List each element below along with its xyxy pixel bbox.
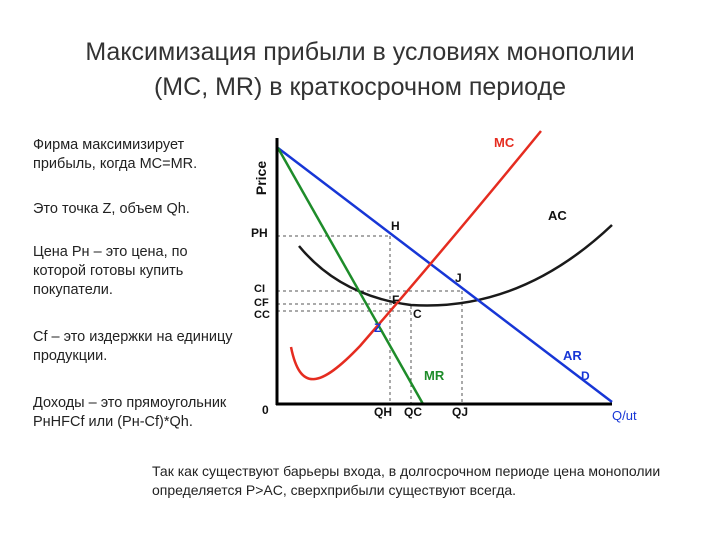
mr-line (276, 147, 425, 405)
qty-label-qj: QJ (452, 405, 468, 419)
point-label-c: C (413, 307, 422, 321)
curve-label-ac: AC (548, 208, 567, 223)
point-label-j: J (455, 271, 462, 285)
origin-label: 0 (262, 403, 269, 417)
footer-note: Так как существуют барьеры входа, в долг… (152, 463, 661, 498)
text-costs: Cf – это издержки на единицу продукции. (33, 329, 233, 364)
point-label-h: H (391, 219, 400, 233)
ar-demand-line (277, 147, 613, 403)
x-axis-label: Q/ut (612, 408, 637, 423)
y-axis-label: Price (253, 161, 269, 195)
guide-lines (277, 235, 463, 404)
qty-label-qh: QH (374, 405, 392, 419)
point-label-z: Z (374, 321, 381, 335)
title-line-2: (MC, MR) в краткосрочном периоде (153, 73, 567, 101)
text-price: Цена Pн – это цена, по которой готовы ку… (33, 244, 188, 298)
text-point-z: Это точка Z, объем Qh. (33, 201, 190, 217)
price-label-cf: CF (254, 297, 269, 309)
point-label-d: D (581, 369, 590, 383)
point-label-f: F (392, 293, 399, 307)
curve-label-ar: AR (563, 348, 582, 363)
slide-title: Максимизация прибыли в условиях монополи… (30, 35, 690, 105)
title-line-1: Максимизация прибыли в условиях монополи… (85, 38, 635, 66)
mc-curve (289, 130, 542, 381)
text-condition: Фирма максимизирует прибыль, когда MC=MR… (33, 137, 198, 172)
price-label-ph: PH (251, 226, 268, 240)
curve-label-mc: MC (494, 135, 515, 150)
price-label-ci: CI (254, 283, 265, 295)
text-revenue: Доходы – это прямоугольник PнHFCf или (P… (33, 395, 227, 430)
qty-label-qc: QC (404, 405, 422, 419)
ac-curve (298, 224, 613, 307)
curve-label-mr: MR (424, 368, 445, 383)
price-label-cc: CC (254, 309, 270, 321)
